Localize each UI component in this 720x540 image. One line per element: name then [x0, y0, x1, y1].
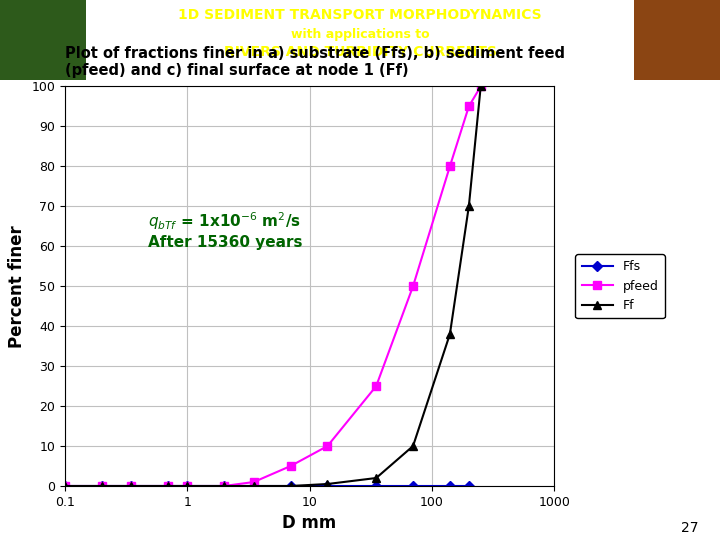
X-axis label: D mm: D mm	[282, 514, 337, 532]
Bar	[634, 0, 720, 80]
Text: RIVERS AND TURBIDITY CURRENTS: RIVERS AND TURBIDITY CURRENTS	[224, 45, 496, 59]
Text: Plot of fractions finer in a) substrate (Ffs), b) sediment feed
(pfeed) and c) f: Plot of fractions finer in a) substrate …	[65, 46, 564, 78]
Legend: Ffs, pfeed, Ff: Ffs, pfeed, Ff	[575, 254, 665, 318]
Text: 1D SEDIMENT TRANSPORT MORPHODYNAMICS: 1D SEDIMENT TRANSPORT MORPHODYNAMICS	[178, 8, 542, 22]
Text: 27: 27	[681, 521, 698, 535]
Y-axis label: Percent finer: Percent finer	[8, 225, 26, 348]
Text: © Gary Parker November, 2004: © Gary Parker November, 2004	[277, 64, 443, 74]
Text: $q_{bTf}$ = 1x10$^{-6}$ m$^{2}$/s
After 15360 years: $q_{bTf}$ = 1x10$^{-6}$ m$^{2}$/s After …	[148, 211, 302, 250]
Bar	[0, 0, 86, 80]
Text: with applications to: with applications to	[291, 28, 429, 41]
